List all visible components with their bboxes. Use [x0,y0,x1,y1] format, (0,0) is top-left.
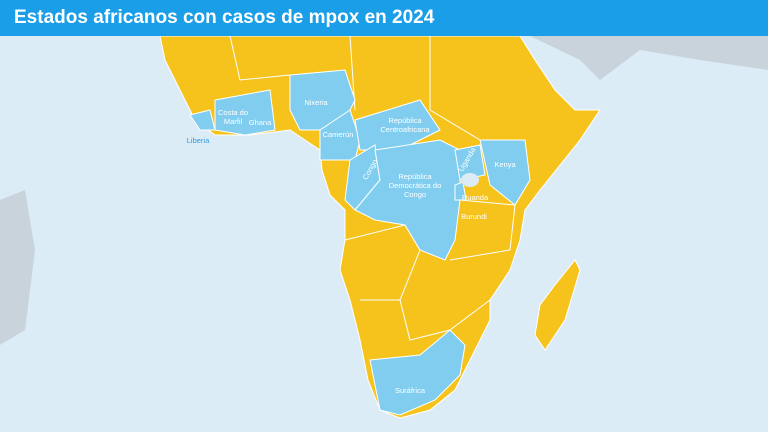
madagascar [534,259,581,351]
country-label: Camerún [322,130,354,139]
border [229,35,291,81]
title-bar [0,0,768,36]
country-label: República Centroafricana [380,116,430,134]
border [449,199,516,261]
country-label: Burundi [461,212,487,221]
country-label: Ruanda [461,193,489,202]
country-label: Suráfrica [394,386,425,395]
land-other [530,36,768,80]
country-label: Costa do Marfil [217,108,249,126]
country-highlight [454,144,486,181]
country-highlight [319,109,361,161]
country-label: Nixeria [304,98,328,107]
country-highlight [354,99,441,151]
country-label: Ghana [248,118,272,127]
country-highlight [189,109,216,131]
country-highlight [369,329,466,416]
country-highlight [479,139,531,206]
land-other [0,190,35,345]
country-highlight [354,139,461,261]
country-highlight [214,89,276,136]
lake [461,173,479,187]
country-label: Kenya [494,160,516,169]
title: Estados africanos con casos de mpox en 2… [14,7,435,28]
country-label: República Democrática do Congo [388,172,442,199]
border [399,299,491,341]
country-highlight [454,181,467,201]
border [429,36,481,141]
africa [159,35,601,419]
country-label: Liberia [186,136,210,145]
